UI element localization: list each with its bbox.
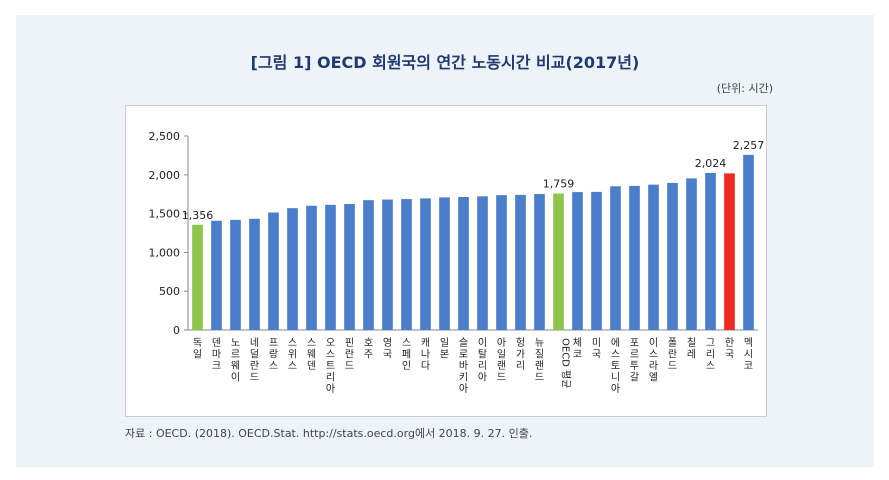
y-tick-label: 1,000 bbox=[149, 246, 181, 259]
bar bbox=[325, 204, 336, 330]
bar bbox=[211, 220, 222, 330]
data-label: 2,257 bbox=[733, 139, 765, 152]
bar bbox=[458, 196, 469, 330]
bar bbox=[515, 194, 526, 330]
bar bbox=[401, 199, 412, 330]
figure-title: [그림 1] OECD 회원국의 연간 노동시간 비교(2017년) bbox=[250, 53, 640, 72]
y-tick-label: 2,000 bbox=[149, 169, 181, 182]
bar bbox=[249, 218, 260, 330]
bar bbox=[610, 186, 621, 330]
figure-panel: [그림 1] OECD 회원국의 연간 노동시간 비교(2017년) (단위: … bbox=[16, 15, 874, 467]
x-tick-label: OECD 평균 bbox=[560, 338, 572, 388]
bar bbox=[192, 224, 203, 330]
bar bbox=[496, 195, 507, 330]
bar bbox=[648, 184, 659, 330]
bar bbox=[382, 199, 393, 330]
bar bbox=[420, 198, 431, 330]
y-tick-label: 500 bbox=[159, 285, 180, 298]
bar bbox=[439, 197, 450, 330]
bar bbox=[553, 193, 564, 330]
y-tick-label: 0 bbox=[173, 324, 180, 337]
bar bbox=[686, 178, 697, 330]
bar bbox=[287, 208, 298, 330]
bar bbox=[306, 205, 317, 330]
bar bbox=[667, 182, 678, 330]
unit-label: (단위: 시간) bbox=[716, 82, 773, 95]
data-label: 2,024 bbox=[695, 157, 727, 170]
bar bbox=[724, 173, 735, 330]
bar bbox=[572, 192, 583, 330]
bar bbox=[705, 172, 716, 330]
data-label: 1,759 bbox=[543, 178, 575, 191]
source-note: 자료 : OECD. (2018). OECD.Stat. http://sta… bbox=[125, 427, 533, 440]
y-tick-label: 2,500 bbox=[149, 130, 181, 143]
bar bbox=[743, 154, 754, 330]
chart-box: 0 500 1,000 1,500 2,000 2,500 독 일 덴 마 크 노 르 웨 이 네 덜 란 드 프 랑 스… bbox=[125, 105, 767, 417]
bar bbox=[268, 212, 279, 330]
y-tick-label: 1,500 bbox=[149, 208, 181, 221]
bar bbox=[629, 185, 640, 330]
bar bbox=[344, 204, 355, 330]
data-label: 1,356 bbox=[182, 209, 214, 222]
bar bbox=[477, 196, 488, 330]
bar-chart: 0 500 1,000 1,500 2,000 2,500 독 일 덴 마 크 노 르 웨 이 네 덜 란 드 프 랑 스… bbox=[149, 130, 765, 395]
bar bbox=[363, 200, 374, 330]
bar bbox=[591, 191, 602, 330]
bar bbox=[534, 194, 545, 330]
bar bbox=[230, 219, 241, 330]
